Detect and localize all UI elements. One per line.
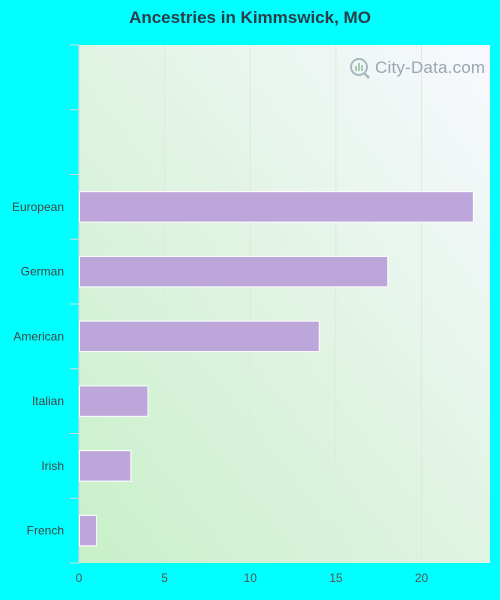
plot-area (79, 45, 490, 563)
category-label-irish: Irish (41, 459, 64, 473)
bar-german (79, 255, 389, 288)
x-tick-label: 20 (415, 571, 429, 585)
x-tick-label: 0 (76, 571, 83, 585)
watermark: City-Data.com (349, 57, 485, 79)
category-label-german: German (21, 265, 64, 279)
bar-irish (79, 450, 132, 482)
bar-french (79, 514, 98, 547)
bar-italian (79, 385, 149, 417)
bar-european (79, 191, 474, 223)
y-axis-ticks (70, 44, 79, 564)
category-label-italian: Italian (32, 394, 64, 408)
x-tick-label: 10 (244, 571, 258, 585)
watermark-text: City-Data.com (375, 58, 486, 77)
category-label-french: French (27, 524, 64, 538)
x-axis-tick-labels: 0 5 10 15 20 (76, 571, 429, 585)
city-data-logo-icon (350, 58, 370, 79)
chart-title: Ancestries in Kimmswick, MO (129, 8, 371, 27)
category-label-american: American (13, 329, 64, 343)
x-tick-label: 5 (161, 571, 168, 585)
category-label-european: European (12, 200, 64, 214)
x-tick-label: 15 (329, 571, 343, 585)
bars (79, 191, 474, 547)
bar-american (79, 320, 320, 353)
category-labels: European German American Italian Irish French (12, 200, 64, 538)
grid-lines (164, 45, 422, 563)
